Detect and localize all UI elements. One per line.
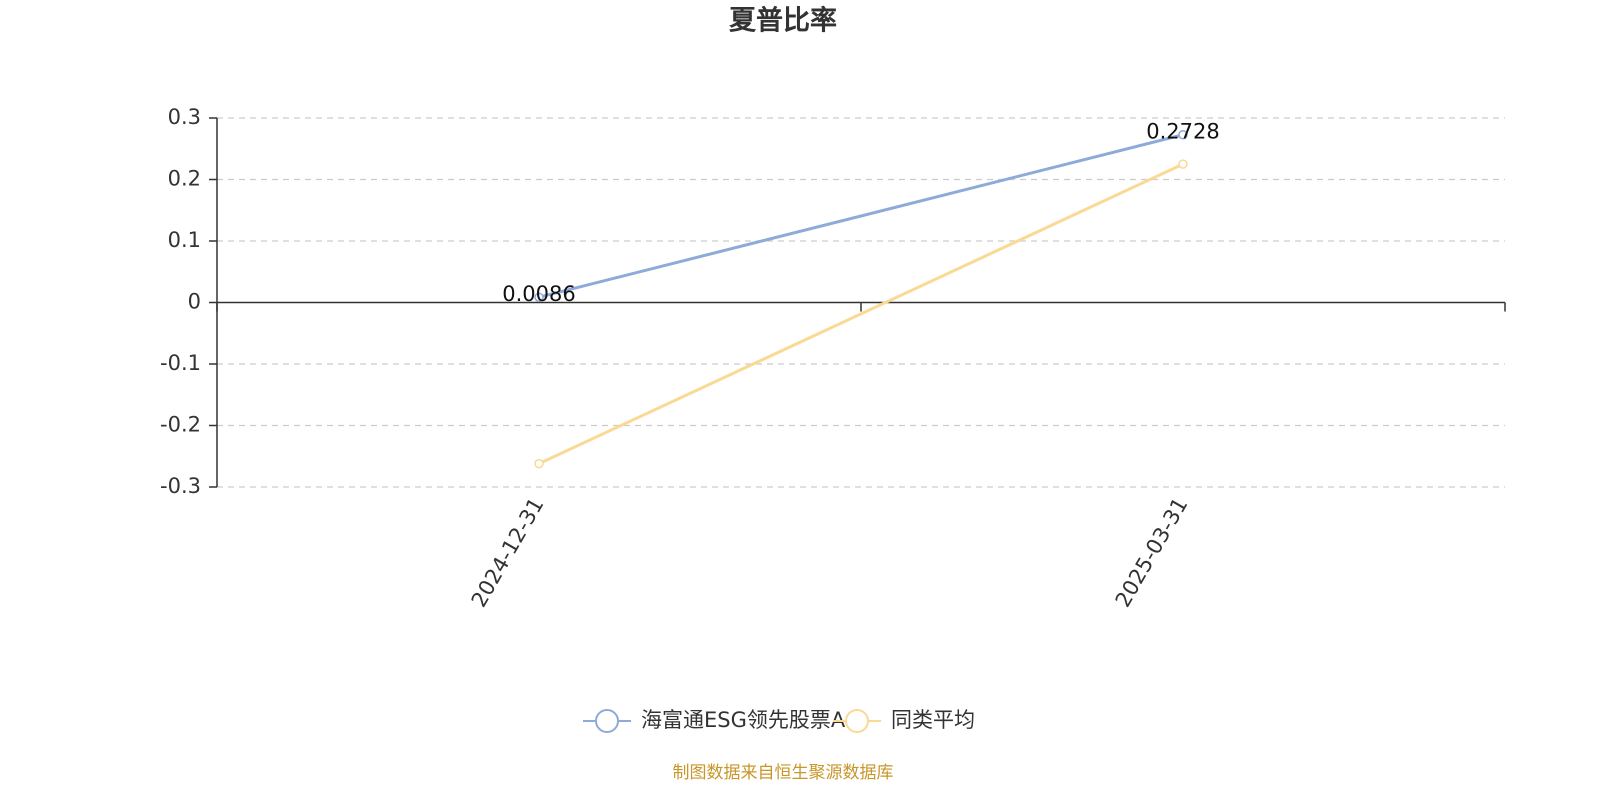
y-tick-label: -0.1 xyxy=(160,351,201,375)
data-point xyxy=(534,458,544,469)
x-tick-label: 2024-12-31 xyxy=(467,494,549,612)
source-note: 制图数据来自恒生聚源数据库 xyxy=(673,763,894,783)
y-tick-label: 0.1 xyxy=(168,228,201,252)
y-tick-label: -0.3 xyxy=(160,474,201,498)
legend-symbol xyxy=(595,709,619,733)
data-label: 0.0086 xyxy=(502,282,575,306)
chart-title: 夏普比率 xyxy=(729,5,837,37)
y-tick-label: 0.3 xyxy=(168,105,201,129)
y-tick-label: 0 xyxy=(188,290,201,314)
y-tick-label: 0.2 xyxy=(168,167,201,191)
x-tick-label: 2025-03-31 xyxy=(1111,494,1193,612)
y-tick-label: -0.2 xyxy=(160,413,201,437)
legend-label: 同类平均 xyxy=(891,708,975,732)
data-point xyxy=(1178,129,1188,140)
legend-symbol xyxy=(845,709,869,733)
legend-label: 海富通ESG领先股票A xyxy=(641,708,846,732)
series-line xyxy=(538,133,1184,299)
data-point xyxy=(1178,159,1188,169)
data-label: 0.2728 xyxy=(1146,120,1219,144)
series-line xyxy=(538,162,1184,465)
data-point xyxy=(534,292,544,302)
